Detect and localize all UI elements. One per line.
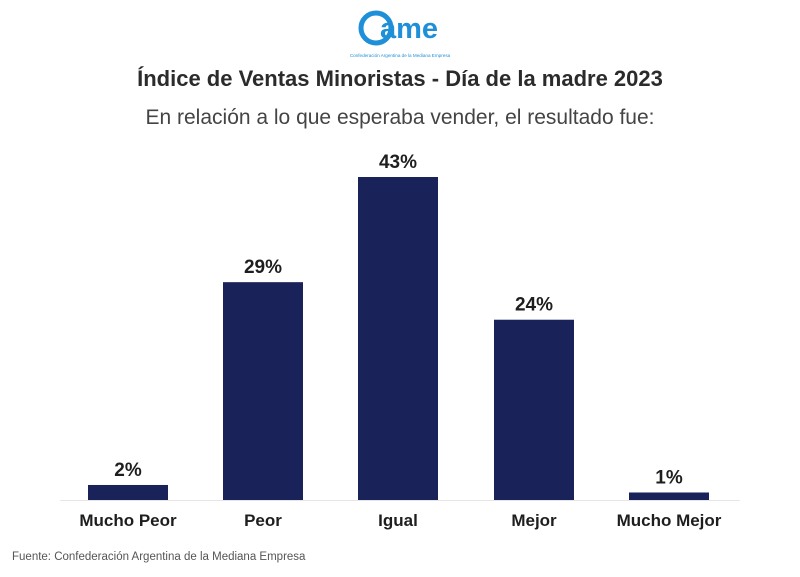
data-label: 43% bbox=[379, 152, 417, 173]
data-label: 24% bbox=[515, 295, 553, 316]
category-label: Peor bbox=[244, 511, 282, 530]
category-label: Mejor bbox=[511, 511, 557, 530]
logo-tagline: Confederación Argentina de la Mediana Em… bbox=[350, 53, 451, 58]
source-note: Fuente: Confederación Argentina de la Me… bbox=[12, 551, 306, 563]
category-label: Mucho Mejor bbox=[617, 511, 722, 530]
came-logo: ame Confederación Argentina de la Median… bbox=[340, 6, 460, 62]
data-label: 1% bbox=[655, 467, 683, 488]
bar-peor bbox=[223, 282, 303, 500]
logo-c-ring bbox=[358, 10, 394, 46]
bar-mucho-peor bbox=[88, 484, 168, 500]
bar-mucho-mejor bbox=[629, 492, 709, 500]
category-label: Mucho Peor bbox=[79, 511, 177, 530]
chart-subtitle: En relación a lo que esperaba vender, el… bbox=[145, 106, 655, 129]
chart-title: Índice de Ventas Minoristas - Día de la … bbox=[137, 66, 663, 91]
data-label: 2% bbox=[114, 460, 142, 481]
logo-text: ame bbox=[380, 13, 438, 45]
bar-igual bbox=[358, 177, 438, 500]
data-label: 29% bbox=[244, 257, 282, 278]
bar-mejor bbox=[494, 319, 574, 500]
category-label: Igual bbox=[378, 511, 418, 530]
